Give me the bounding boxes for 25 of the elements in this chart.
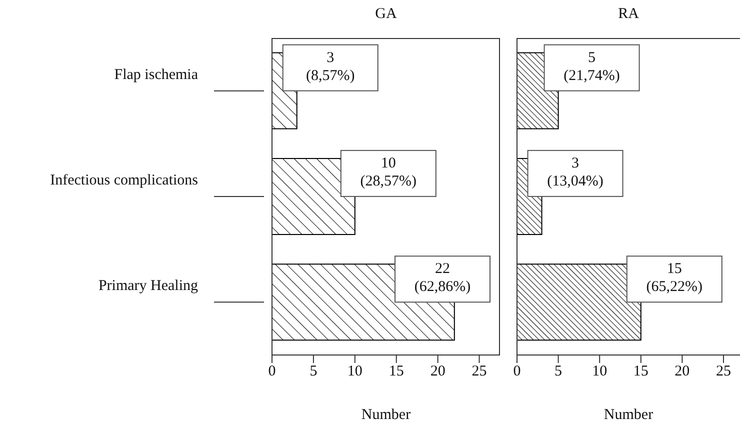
x-tick-label: 5 xyxy=(310,364,318,380)
x-tick-label: 0 xyxy=(513,364,521,380)
chart-title: GA xyxy=(374,6,398,23)
x-tick-label: 15 xyxy=(388,364,404,380)
x-tick-label: 20 xyxy=(430,364,446,380)
data-label: 15 (65,22%) xyxy=(646,261,703,296)
chart-title: RA xyxy=(617,6,640,23)
y-tick-label: Primary Healing xyxy=(98,278,198,294)
x-tick-label: 15 xyxy=(633,364,648,380)
x-tick-label: 10 xyxy=(347,364,362,380)
x-axis-title: Number xyxy=(361,407,411,423)
y-tick-label: Flap ischemia xyxy=(114,66,198,83)
data-label: 3 (8,57%) xyxy=(306,50,355,84)
data-label: 10 (28,57%) xyxy=(360,155,417,190)
data-label: 5 (21,74%) xyxy=(564,50,620,84)
y-tick-label: Infectious complications xyxy=(50,172,198,188)
data-label: 22 (62,86%) xyxy=(414,261,471,296)
data-label: 3 (13,04%) xyxy=(547,155,604,190)
x-tick-label: 25 xyxy=(716,364,731,380)
x-tick-label: 10 xyxy=(592,364,608,380)
x-tick-label: 20 xyxy=(674,364,690,380)
x-axis-title: Number xyxy=(604,407,654,423)
x-tick-label: 5 xyxy=(554,364,562,380)
x-tick-label: 25 xyxy=(472,364,487,380)
x-tick-label: 0 xyxy=(268,364,276,380)
